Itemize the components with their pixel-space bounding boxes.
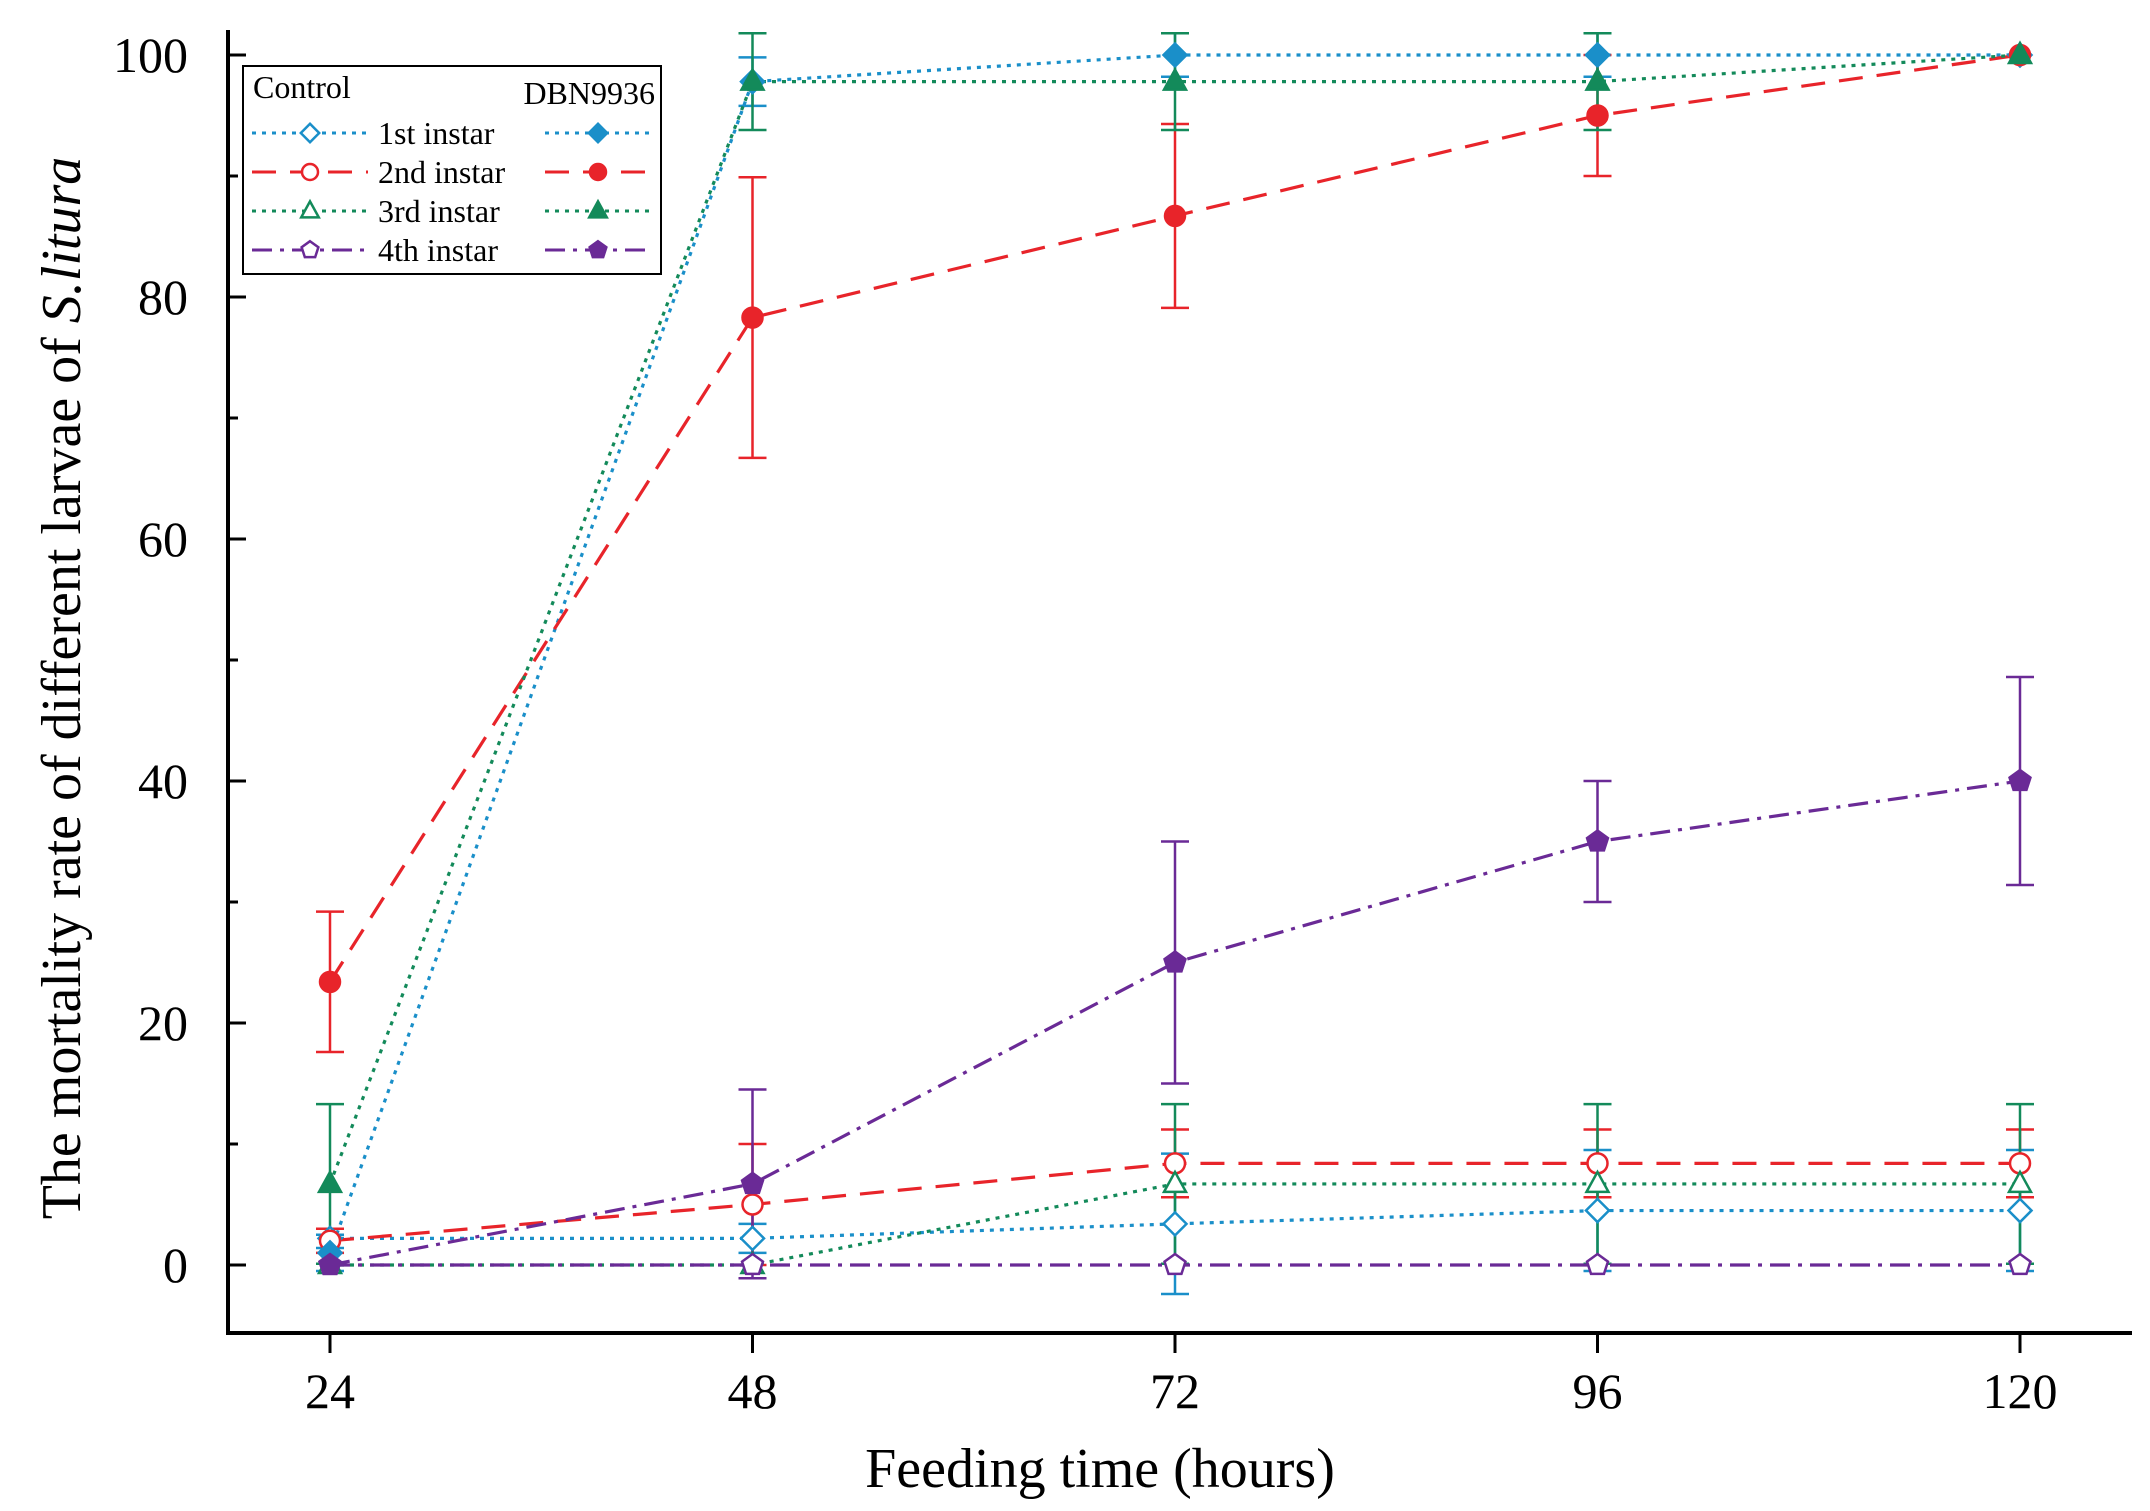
legend-dbn9936-marker-1 [587, 122, 609, 144]
data-point-dbn9936-2nd-instar-72 [1163, 204, 1187, 228]
data-point-control-2nd-instar-48 [741, 1193, 764, 1216]
legend-label-1: 1st instar [378, 115, 495, 151]
legend-control-marker-3 [299, 198, 321, 219]
data-point-dbn9936-3rd-instar-120 [2006, 40, 2034, 65]
y-axis-title-species: S.litura [31, 157, 93, 323]
series-layer [316, 31, 2034, 1296]
data-point-dbn9936-4th-instar-120 [2008, 768, 2032, 792]
y-axis-title: The mortality rate of different larvae o… [31, 157, 93, 1220]
y-tick-label-80: 80 [138, 269, 188, 325]
legend-label-4: 4th instar [378, 232, 498, 268]
data-point-dbn9936-2nd-instar-96 [1586, 104, 1609, 127]
series-line-control-1st-instar [330, 1208, 2020, 1240]
data-point-control-1st-instar-48 [739, 1225, 766, 1252]
y-axis-title-text: The mortality rate of different larvae o… [31, 323, 93, 1219]
data-point-dbn9936-4th-instar-72 [1163, 949, 1187, 973]
y-ticks: 0 20 40 60 80 100 [113, 27, 246, 1293]
data-point-dbn9936-4th-instar-24 [318, 1252, 342, 1276]
legend-label-2: 2nd instar [378, 154, 505, 190]
data-point-dbn9936-3rd-instar-96 [1584, 67, 1611, 91]
data-point-control-3rd-instar-96 [1584, 1169, 1611, 1194]
data-point-dbn9936-2nd-instar-48 [741, 306, 764, 329]
data-point-control-1st-instar-120 [2006, 1197, 2034, 1224]
data-point-dbn9936-4th-instar-96 [1585, 828, 1610, 852]
y-tick-label-100: 100 [113, 27, 188, 83]
x-axis-title: Feeding time (hours) [865, 1438, 1335, 1500]
series-line-dbn9936-4th-instar [329, 779, 2021, 1267]
legend-control-marker-1 [299, 122, 321, 144]
data-point-dbn9936-3rd-instar-48 [739, 67, 766, 91]
data-point-control-3rd-instar-120 [2006, 1169, 2034, 1194]
axes [226, 30, 2132, 1335]
data-point-dbn9936-3rd-instar-24 [316, 1169, 344, 1194]
data-point-control-1st-instar-72 [1161, 1210, 1189, 1238]
data-point-control-4th-instar-72 [1163, 1252, 1187, 1276]
legend-dbn9936-marker-4 [588, 239, 608, 259]
legend-control-marker-4 [300, 239, 320, 259]
data-point-control-4th-instar-120 [2008, 1252, 2032, 1276]
x-ticks: 24 48 72 96 120 [305, 1333, 2058, 1419]
x-tick-label-48: 48 [728, 1363, 778, 1419]
y-tick-label-40: 40 [138, 753, 188, 809]
y-tick-label-60: 60 [138, 511, 188, 567]
series-markers [316, 40, 2034, 1276]
x-tick-label-72: 72 [1150, 1363, 1200, 1419]
data-point-control-1st-instar-96 [1584, 1197, 1611, 1224]
legend-control-marker-2 [300, 162, 320, 182]
legend-label-3: 3rd instar [378, 193, 500, 229]
legend-dbn9936-title: DBN9936 [523, 75, 655, 111]
x-tick-label-120: 120 [1983, 1363, 2058, 1419]
legend-dbn9936-marker-3 [587, 198, 609, 219]
legend-control-title: Control [253, 69, 351, 105]
x-tick-label-24: 24 [305, 1363, 355, 1419]
y-tick-label-20: 20 [138, 995, 188, 1051]
data-point-dbn9936-1st-instar-72 [1161, 41, 1189, 69]
y-tick-label-0: 0 [163, 1237, 188, 1293]
data-point-dbn9936-2nd-instar-24 [318, 970, 342, 994]
data-point-control-4th-instar-48 [740, 1252, 765, 1276]
data-point-dbn9936-1st-instar-96 [1584, 41, 1611, 69]
legend-dbn9936-marker-2 [588, 162, 608, 182]
data-point-control-4th-instar-96 [1585, 1252, 1610, 1276]
data-point-dbn9936-4th-instar-48 [740, 1171, 765, 1195]
data-point-dbn9936-3rd-instar-72 [1161, 67, 1189, 91]
data-point-control-3rd-instar-72 [1161, 1169, 1189, 1194]
x-tick-label-96: 96 [1573, 1363, 1623, 1419]
series-line-dbn9936-1st-instar [328, 53, 2020, 1254]
